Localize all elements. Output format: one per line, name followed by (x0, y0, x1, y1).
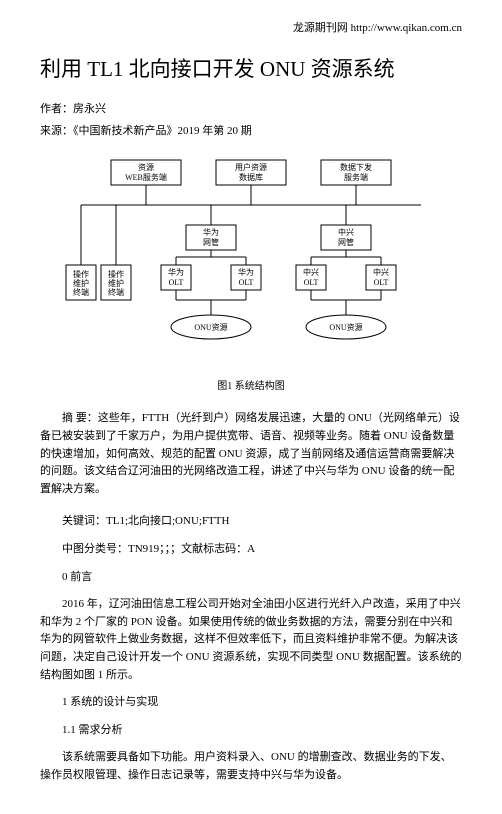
article-title: 利用 TL1 北向接口开发 ONU 资源系统 (40, 53, 462, 87)
node-huawei-nms: 华为 (203, 227, 219, 237)
svg-text:网管: 网管 (338, 237, 354, 247)
svg-text:网管: 网管 (203, 237, 219, 247)
node-zx-olt2: 中兴 (373, 267, 389, 277)
svg-text:数据库: 数据库 (239, 172, 263, 182)
node-web: 资源 (138, 162, 154, 172)
svg-text:WEB服务端: WEB服务端 (125, 172, 167, 182)
node-onu1: ONU资源 (194, 322, 227, 332)
svg-text:终端: 终端 (108, 287, 124, 297)
header-source: 龙源期刊网 http://www.qikan.com.cn (40, 20, 462, 38)
node-hw-olt2: 华为 (238, 267, 254, 277)
section-0-body: 2016 年，辽河油田信息工程公司开始对全油田小区进行光纤入户改造，采用了中兴和… (40, 596, 462, 684)
node-zte-nms: 中兴 (338, 227, 354, 237)
section-1-1-body: 该系统需要具备如下功能。用户资料录入、ONU 的增删查改、数据业务的下发、操作员… (40, 749, 462, 784)
abstract: 摘 要：这些年，FTTH（光纤到户）网络发展迅速，大量的 ONU（光网络单元）设… (40, 410, 462, 498)
section-1-title: 1 系统的设计与实现 (40, 694, 462, 712)
node-zx-olt1: 中兴 (303, 267, 319, 277)
svg-text:OLT: OLT (169, 278, 184, 287)
author-line: 作者：房永兴 (40, 101, 462, 119)
section-1-1-title: 1.1 需求分析 (40, 722, 462, 740)
node-db: 用户资源 (235, 162, 267, 172)
svg-text:OLT: OLT (374, 278, 389, 287)
svg-text:OLT: OLT (239, 278, 254, 287)
keywords: 关键词：TL1;北向接口;ONU;FTTH (40, 513, 462, 531)
node-dispatch: 数据下发 (340, 162, 372, 172)
node-hw-olt1: 华为 (168, 267, 184, 277)
svg-text:维护: 维护 (108, 278, 124, 288)
svg-text:维护: 维护 (73, 278, 89, 288)
node-term1: 操作 (73, 269, 89, 279)
system-diagram: .box { fill:#fff; stroke:#000; stroke-wi… (61, 155, 441, 375)
node-onu2: ONU资源 (329, 322, 362, 332)
svg-text:终端: 终端 (73, 287, 89, 297)
section-0-title: 0 前言 (40, 569, 462, 587)
node-term2: 操作 (108, 269, 124, 279)
figure-caption: 图1 系统结构图 (40, 379, 462, 395)
header-text: 龙源期刊网 http://www.qikan.com.cn (293, 22, 462, 34)
figure-1: .box { fill:#fff; stroke:#000; stroke-wi… (40, 155, 462, 395)
svg-text:服务端: 服务端 (344, 172, 368, 182)
clc: 中图分类号：TN919；；；文献标志码：A (40, 541, 462, 559)
svg-text:OLT: OLT (304, 278, 319, 287)
source-line: 来源：《中国新技术新产品》2019 年第 20 期 (40, 123, 462, 141)
